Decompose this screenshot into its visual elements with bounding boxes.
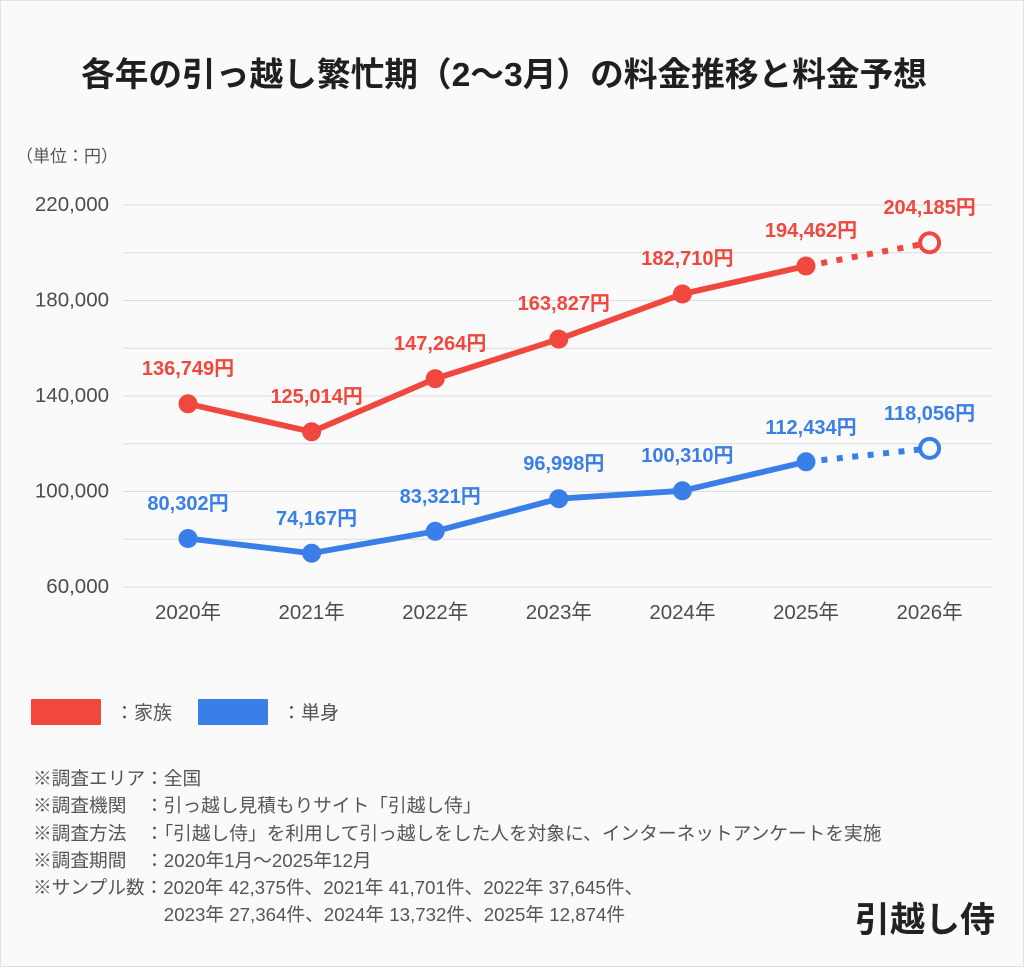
svg-text:100,000: 100,000 bbox=[35, 480, 109, 503]
svg-text:2026年: 2026年 bbox=[897, 601, 963, 624]
svg-text:2023年: 2023年 bbox=[526, 601, 592, 624]
svg-text:220,000: 220,000 bbox=[35, 193, 109, 216]
svg-text:125,014円: 125,014円 bbox=[270, 386, 362, 408]
svg-text:194,462円: 194,462円 bbox=[765, 220, 857, 242]
svg-text:204,185円: 204,185円 bbox=[883, 197, 975, 219]
svg-text:140,000: 140,000 bbox=[35, 384, 109, 407]
svg-text:2020年: 2020年 bbox=[155, 601, 221, 624]
svg-text:60,000: 60,000 bbox=[46, 575, 109, 598]
svg-text:2022年: 2022年 bbox=[402, 601, 468, 624]
svg-text:96,998円: 96,998円 bbox=[523, 453, 604, 475]
svg-text:2025年: 2025年 bbox=[773, 601, 839, 624]
svg-text:2021年: 2021年 bbox=[279, 601, 345, 624]
svg-text:182,710円: 182,710円 bbox=[641, 248, 733, 270]
svg-text:136,749円: 136,749円 bbox=[142, 358, 234, 380]
svg-text:83,321円: 83,321円 bbox=[400, 486, 481, 508]
svg-text:112,434円: 112,434円 bbox=[765, 417, 856, 439]
svg-text:74,167円: 74,167円 bbox=[276, 508, 357, 530]
svg-text:2024年: 2024年 bbox=[649, 601, 715, 624]
svg-text:180,000: 180,000 bbox=[35, 289, 109, 312]
svg-text:147,264円: 147,264円 bbox=[394, 333, 486, 355]
svg-text:163,827円: 163,827円 bbox=[518, 293, 610, 315]
svg-text:118,056円: 118,056円 bbox=[884, 403, 975, 425]
svg-text:80,302円: 80,302円 bbox=[147, 493, 228, 515]
svg-text:100,310円: 100,310円 bbox=[641, 445, 733, 467]
